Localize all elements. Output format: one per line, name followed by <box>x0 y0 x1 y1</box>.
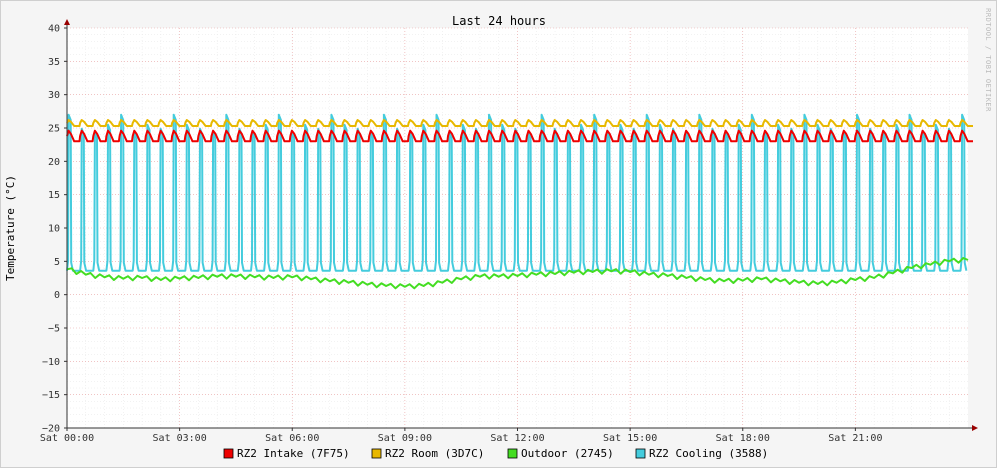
x-tick-label: Sat 03:00 <box>153 433 207 444</box>
y-tick-label: 5 <box>54 257 60 268</box>
y-tick-label: 30 <box>48 90 60 101</box>
x-tick-label: Sat 00:00 <box>40 433 94 444</box>
legend-swatch <box>371 448 382 459</box>
legend-swatch <box>223 448 234 459</box>
x-axis-arrow-icon <box>972 425 978 431</box>
x-tick-label: Sat 09:00 <box>378 433 432 444</box>
series-line-2 <box>66 257 969 290</box>
y-tick-label: 35 <box>48 57 60 68</box>
y-tick-label: −10 <box>42 357 60 368</box>
legend-label: RZ2 Room (3D7C) <box>385 447 484 460</box>
y-tick-label: 15 <box>48 190 60 201</box>
x-tick-label: Sat 21:00 <box>828 433 882 444</box>
legend-swatch <box>507 448 518 459</box>
rrdtool-watermark: RRDTOOL / TOBI OETIKER <box>984 8 992 112</box>
series-line-0 <box>66 129 973 143</box>
y-tick-label: 10 <box>48 224 60 235</box>
x-tick-label: Sat 18:00 <box>716 433 770 444</box>
x-tick-label: Sat 15:00 <box>603 433 657 444</box>
y-tick-label: 20 <box>48 157 60 168</box>
y-tick-label: 25 <box>48 124 60 135</box>
y-tick-label: −20 <box>42 424 60 435</box>
legend-swatch <box>635 448 646 459</box>
y-tick-label: −15 <box>42 390 60 401</box>
y-tick-label: 40 <box>48 24 60 35</box>
x-tick-label: Sat 12:00 <box>490 433 544 444</box>
y-tick-label: 0 <box>54 290 60 301</box>
series-line-1 <box>66 119 973 127</box>
legend-label: RZ2 Intake (7F75) <box>237 447 350 460</box>
chart-title: Last 24 hours <box>452 14 546 28</box>
axes <box>64 19 978 431</box>
y-tick-label: −5 <box>48 324 60 335</box>
legend: RZ2 Intake (7F75) RZ2 Room (3D7C) Outdoor … <box>223 447 768 460</box>
x-tick-label: Sat 06:00 <box>265 433 319 444</box>
x-tick-labels: Sat 00:00 Sat 03:00 Sat 06:00 Sat 09:00 Sat … <box>40 428 882 444</box>
legend-label: RZ2 Cooling (3588) <box>649 447 768 460</box>
y-axis-arrow-icon <box>64 19 70 25</box>
y-axis-label: Temperature (°C) <box>4 175 17 281</box>
legend-label: Outdoor (2745) <box>521 447 614 460</box>
series-layer <box>66 113 973 290</box>
y-tick-labels: 40 35 30 25 20 15 10 5 0 −5 −10 −15 −20 <box>42 24 67 435</box>
